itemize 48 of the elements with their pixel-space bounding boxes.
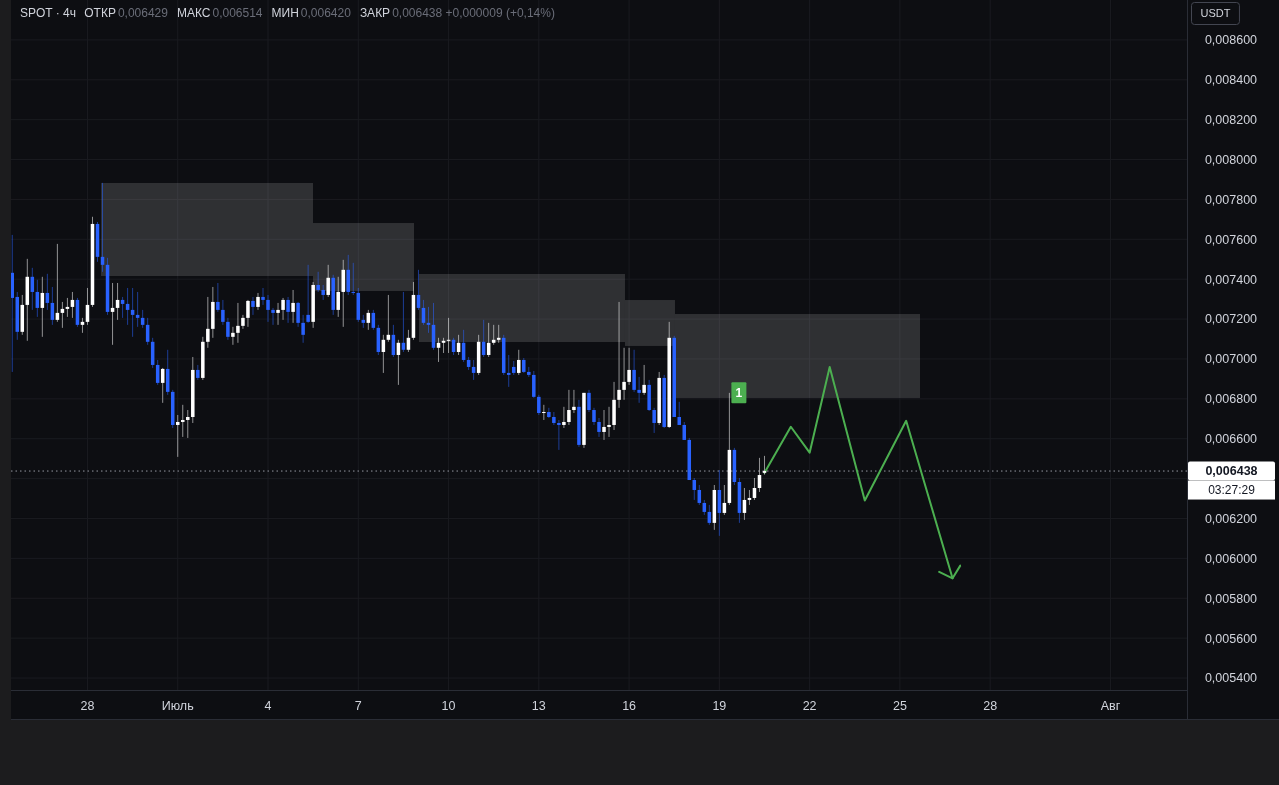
x-tick-label: Авг bbox=[1100, 699, 1121, 714]
text: SPOT · 4ч bbox=[20, 6, 77, 20]
candlestick bbox=[547, 407, 551, 419]
y-tick-label: 0,007800 bbox=[1204, 192, 1258, 207]
annotation: 0,006438 +0,000009 (+0,14%) bbox=[392, 6, 555, 20]
y-tick-label: 0,008200 bbox=[1204, 113, 1258, 128]
x-tick-label: 10 bbox=[441, 699, 456, 714]
x-tick-label: 19 bbox=[712, 699, 727, 714]
annotation: МИН bbox=[271, 6, 299, 20]
annotation: 1 bbox=[735, 386, 743, 401]
annotation: ЗАКР bbox=[359, 6, 391, 20]
y-tick-label: 0,007600 bbox=[1204, 232, 1258, 247]
x-tick-label: 28 bbox=[80, 699, 95, 714]
y-tick-label: 0,007000 bbox=[1204, 352, 1258, 367]
y-axis-title: USDT bbox=[1200, 7, 1231, 20]
y-tick-label: 0,005400 bbox=[1204, 671, 1258, 686]
annotation: МАКС bbox=[176, 6, 211, 20]
y-tick-label: 0,005800 bbox=[1204, 591, 1258, 606]
y-tick-label: 0,006600 bbox=[1204, 432, 1258, 447]
y-tick-label: 0,005600 bbox=[1204, 631, 1258, 646]
x-tick-label: 25 bbox=[892, 699, 907, 714]
candlestick bbox=[271, 307, 275, 326]
candlestick bbox=[251, 296, 255, 316]
x-tick-label: 28 bbox=[983, 699, 998, 714]
candlestick bbox=[542, 404, 546, 421]
candlestick bbox=[231, 326, 235, 346]
x-tick-label: 4 bbox=[264, 699, 272, 714]
y-tick-label: 0,007400 bbox=[1204, 272, 1258, 287]
annotation: 0,006420 bbox=[300, 6, 352, 20]
candlestick bbox=[552, 411, 556, 426]
text: 03:27:29 bbox=[1208, 483, 1256, 498]
y-tick-label: 0,007200 bbox=[1204, 312, 1258, 327]
annotation: 0,006514 bbox=[212, 6, 263, 20]
x-tick-label: 22 bbox=[802, 699, 817, 714]
y-tick-label: 0,006000 bbox=[1204, 551, 1258, 566]
y-tick-label: 0,008000 bbox=[1204, 152, 1258, 167]
ref-line-label: 0,006438 bbox=[1205, 464, 1258, 479]
y-tick-label: 0,006200 bbox=[1204, 511, 1258, 526]
x-tick-label: 13 bbox=[531, 699, 546, 714]
x-tick-label: 7 bbox=[354, 699, 362, 714]
x-tick-label: 16 bbox=[622, 699, 637, 714]
annotation: 0,006429 bbox=[117, 6, 169, 20]
x-tick-label: Июль bbox=[161, 699, 194, 714]
y-tick-label: 0,006800 bbox=[1204, 392, 1258, 407]
candlestick bbox=[261, 287, 265, 306]
y-tick-label: 0,008400 bbox=[1204, 73, 1258, 88]
annotation: ОТКР bbox=[84, 6, 116, 20]
y-tick-label: 0,008600 bbox=[1204, 33, 1258, 48]
